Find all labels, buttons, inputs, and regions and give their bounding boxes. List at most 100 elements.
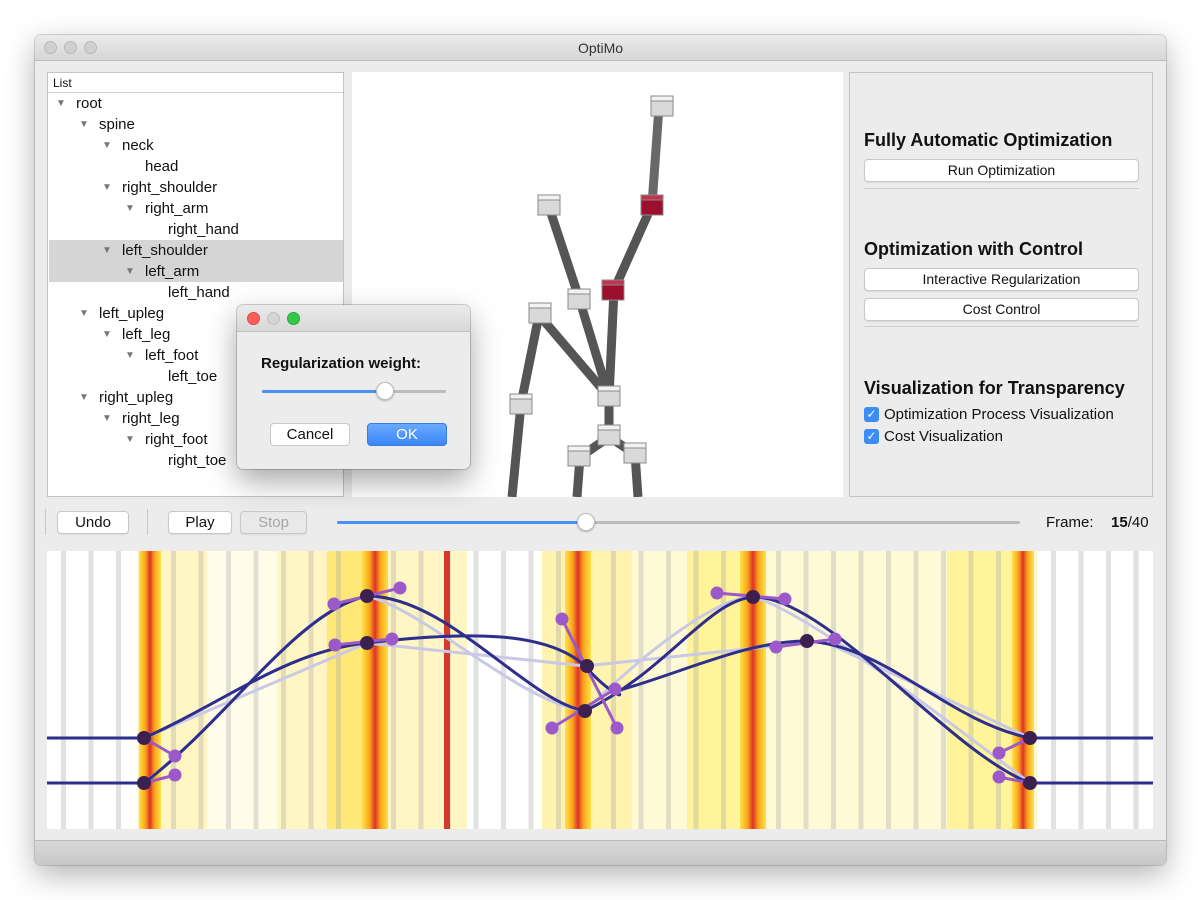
disclosure-triangle-icon[interactable]: ▼ [125, 350, 135, 361]
keyframe-point[interactable] [746, 590, 760, 604]
disclosure-triangle-icon[interactable]: ▼ [102, 182, 112, 193]
tree-item-left-upleg[interactable]: ▼ left_upleg [49, 303, 343, 324]
disclosure-triangle-icon[interactable]: ▼ [125, 203, 135, 214]
disclosure-triangle-icon[interactable]: ▼ [125, 266, 135, 277]
current-frame-marker[interactable] [444, 551, 450, 829]
cost-control-button[interactable]: Cost Control [864, 298, 1139, 321]
frame-line [473, 551, 479, 829]
close-dialog-icon[interactable] [247, 312, 260, 325]
tree-item-root[interactable]: ▼ root [49, 93, 343, 114]
tree-item-left-toe[interactable]: left_toe [49, 366, 343, 387]
tree-item-left-foot[interactable]: ▼ left_foot [49, 345, 343, 366]
frame-line [803, 551, 809, 829]
keyframe-point[interactable] [580, 659, 594, 673]
run-optimization-button[interactable]: Run Optimization [864, 159, 1139, 182]
toolbar-separator [45, 509, 46, 535]
joint-left-upleg[interactable] [567, 445, 591, 467]
frame-counter: 15/40 [1111, 514, 1149, 531]
tree-item-head[interactable]: head [49, 156, 343, 177]
frame-line [501, 551, 506, 829]
keyframe-point[interactable] [800, 634, 814, 648]
zoom-window-icon[interactable] [84, 41, 97, 54]
close-window-icon[interactable] [44, 41, 57, 54]
keyframe-point[interactable] [1023, 776, 1037, 790]
zoom-dialog-icon[interactable] [287, 312, 300, 325]
undo-button[interactable]: Undo [57, 511, 129, 534]
play-button[interactable]: Play [168, 511, 232, 534]
regularization-weight-label: Regularization weight: [261, 355, 422, 372]
tree-item-right-toe[interactable]: right_toe [49, 450, 343, 471]
tree-item-label: root [76, 95, 102, 112]
joint-right-shoulder[interactable] [528, 302, 552, 324]
tree-item-right-arm[interactable]: ▼ right_arm [49, 198, 343, 219]
frame-line [721, 551, 726, 829]
tree-item-neck[interactable]: ▼ neck [49, 135, 343, 156]
disclosure-triangle-icon[interactable]: ▼ [125, 434, 135, 445]
section-visualization-title: Visualization for Transparency [864, 378, 1125, 398]
frame-slider-knob[interactable] [577, 513, 596, 531]
tree-item-left-hand[interactable]: left_hand [49, 282, 343, 303]
keyframe-point[interactable] [137, 731, 151, 745]
disclosure-triangle-icon[interactable]: ▼ [102, 413, 112, 424]
checkbox-label: Optimization Process Visualization [884, 406, 1114, 423]
tree-item-left-arm[interactable]: ▼ left_arm [49, 261, 343, 282]
cancel-button[interactable]: Cancel [270, 423, 350, 446]
disclosure-triangle-icon[interactable]: ▼ [102, 245, 112, 256]
tree-item-spine[interactable]: ▼ spine [49, 114, 343, 135]
keyframe-point[interactable] [360, 589, 374, 603]
disclosure-triangle-icon[interactable]: ▼ [79, 308, 89, 319]
regularization-weight-slider[interactable] [262, 382, 446, 400]
joint-root[interactable] [597, 424, 621, 446]
tree-item-right-hand[interactable]: right_hand [49, 219, 343, 240]
tree-item-label: head [145, 158, 179, 175]
joint-right-upleg[interactable] [509, 393, 533, 415]
tree-item-label: left_toe [168, 368, 218, 385]
frame-line [1051, 551, 1056, 829]
tree-item-label: right_leg [122, 410, 180, 427]
interactive-regularization-button[interactable]: Interactive Regularization [864, 268, 1139, 291]
joint-spine[interactable] [597, 385, 621, 407]
frame-line [968, 551, 974, 829]
tree-item-right-shoulder[interactable]: ▼ right_shoulder [49, 177, 343, 198]
disclosure-triangle-icon[interactable]: ▼ [79, 119, 89, 130]
tree-item-right-leg[interactable]: ▼ right_leg [49, 408, 343, 429]
curve-canvas [47, 551, 1153, 829]
keyframe-point[interactable] [137, 776, 151, 790]
joint-right-hand[interactable] [537, 194, 561, 216]
frame-line [281, 551, 286, 829]
keyframe-point[interactable] [1023, 731, 1037, 745]
tree-item-left-shoulder[interactable]: ▼ left_shoulder [49, 240, 343, 261]
tree-item-label: left_shoulder [122, 242, 208, 259]
motion-curve-timeline[interactable] [47, 551, 1153, 829]
frame-line [858, 551, 864, 829]
ok-button[interactable]: OK [367, 423, 447, 446]
tree-item-right-upleg[interactable]: ▼ right_upleg [49, 387, 343, 408]
frame-line [886, 551, 891, 829]
checkbox-label: Cost Visualization [884, 428, 1003, 445]
minimize-window-icon[interactable] [64, 41, 77, 54]
disclosure-triangle-icon[interactable]: ▼ [56, 98, 66, 109]
frame-slider[interactable] [337, 513, 1020, 531]
title-bar: OptiMo [35, 35, 1166, 61]
joint-left-arm-selected[interactable] [601, 279, 625, 301]
optimo-window: OptiMo List ▼ root ▼ spine ▼ neck head ▼ right_s… [35, 35, 1166, 865]
disclosure-triangle-icon[interactable]: ▼ [102, 140, 112, 151]
keyframe-point[interactable] [360, 636, 374, 650]
tree-item-right-foot[interactable]: ▼ right_foot [49, 429, 343, 450]
joint-head[interactable] [650, 95, 674, 117]
stop-button[interactable]: Stop [240, 511, 307, 534]
checkmark-icon[interactable]: ✓ [864, 407, 879, 422]
frame-line [556, 551, 561, 829]
optimization-panel: Fully Automatic Optimization Run Optimiz… [849, 72, 1153, 497]
disclosure-triangle-icon[interactable]: ▼ [79, 392, 89, 403]
disclosure-triangle-icon[interactable]: ▼ [102, 329, 112, 340]
frame-line [913, 551, 919, 829]
keyframe-point[interactable] [578, 704, 592, 718]
slider-fill [262, 390, 386, 393]
checkmark-icon[interactable]: ✓ [864, 429, 879, 444]
joint-right-arm[interactable] [567, 288, 591, 310]
joint-left-hand-selected[interactable] [640, 194, 664, 216]
tree-item-left-leg[interactable]: ▼ left_leg [49, 324, 343, 345]
slider-knob[interactable] [376, 382, 395, 400]
joint-right-leg[interactable] [623, 442, 647, 464]
